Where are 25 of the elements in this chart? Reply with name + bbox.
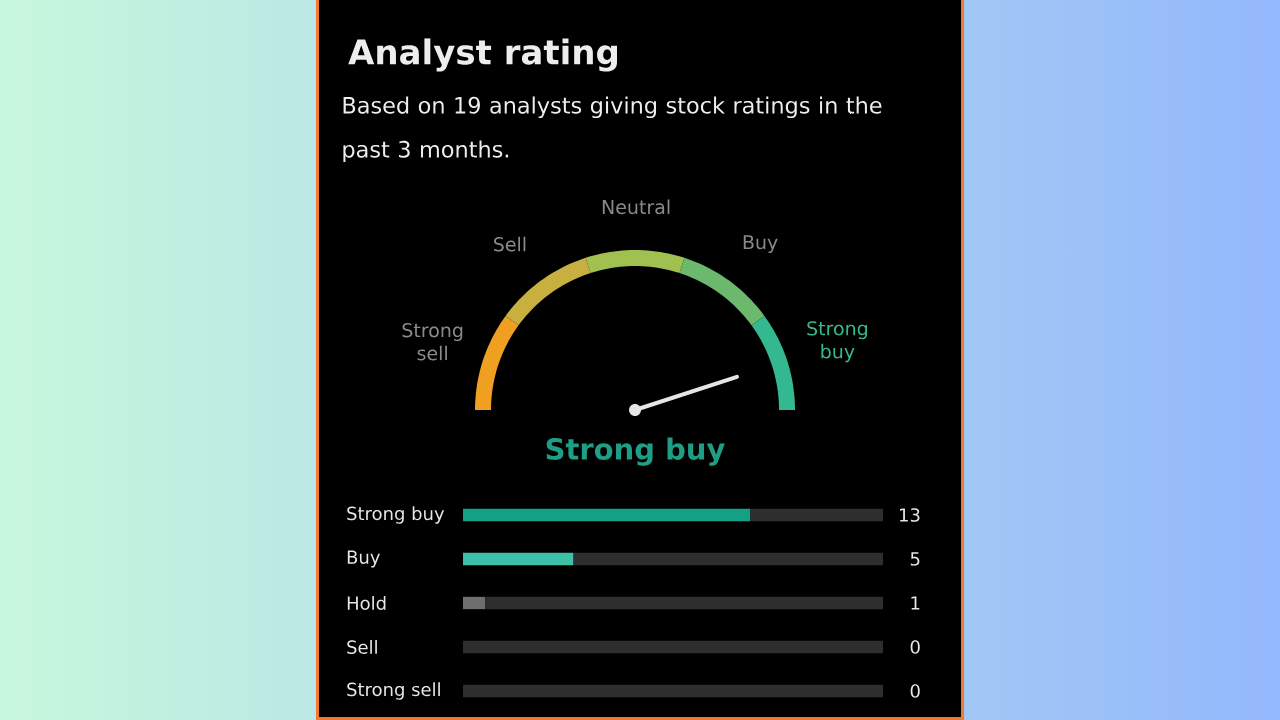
bar (750, 508, 884, 522)
data-label: 0 (910, 684, 920, 698)
data-label: 5 (910, 552, 920, 566)
y-tick-label: Strong sell (347, 682, 440, 700)
chart-subtitle: Based on 19 analysts giving stock ratings in the past 3 months. (343, 96, 882, 163)
data-label: 1 (911, 596, 920, 610)
data-label: 0 (910, 640, 920, 654)
chart-title: Analyst rating (348, 38, 618, 72)
y-tick-label: Strong buy (347, 506, 445, 524)
bar (463, 640, 884, 654)
text: Strong buy (546, 437, 725, 466)
bar (463, 508, 751, 522)
bar (463, 684, 884, 698)
bar (463, 596, 486, 610)
slice-label: Strong buy (807, 321, 867, 363)
slice-label: Sell (494, 236, 526, 252)
slice-label: Buy (743, 235, 778, 253)
y-tick-label: Sell (347, 640, 377, 654)
bar (463, 552, 574, 566)
slice-label: Neutral (602, 199, 670, 215)
y-tick-label: Hold (347, 596, 386, 610)
bar (573, 552, 884, 566)
data-label: 13 (900, 508, 920, 522)
bar (485, 596, 884, 610)
y-tick-label: Buy (347, 550, 380, 568)
